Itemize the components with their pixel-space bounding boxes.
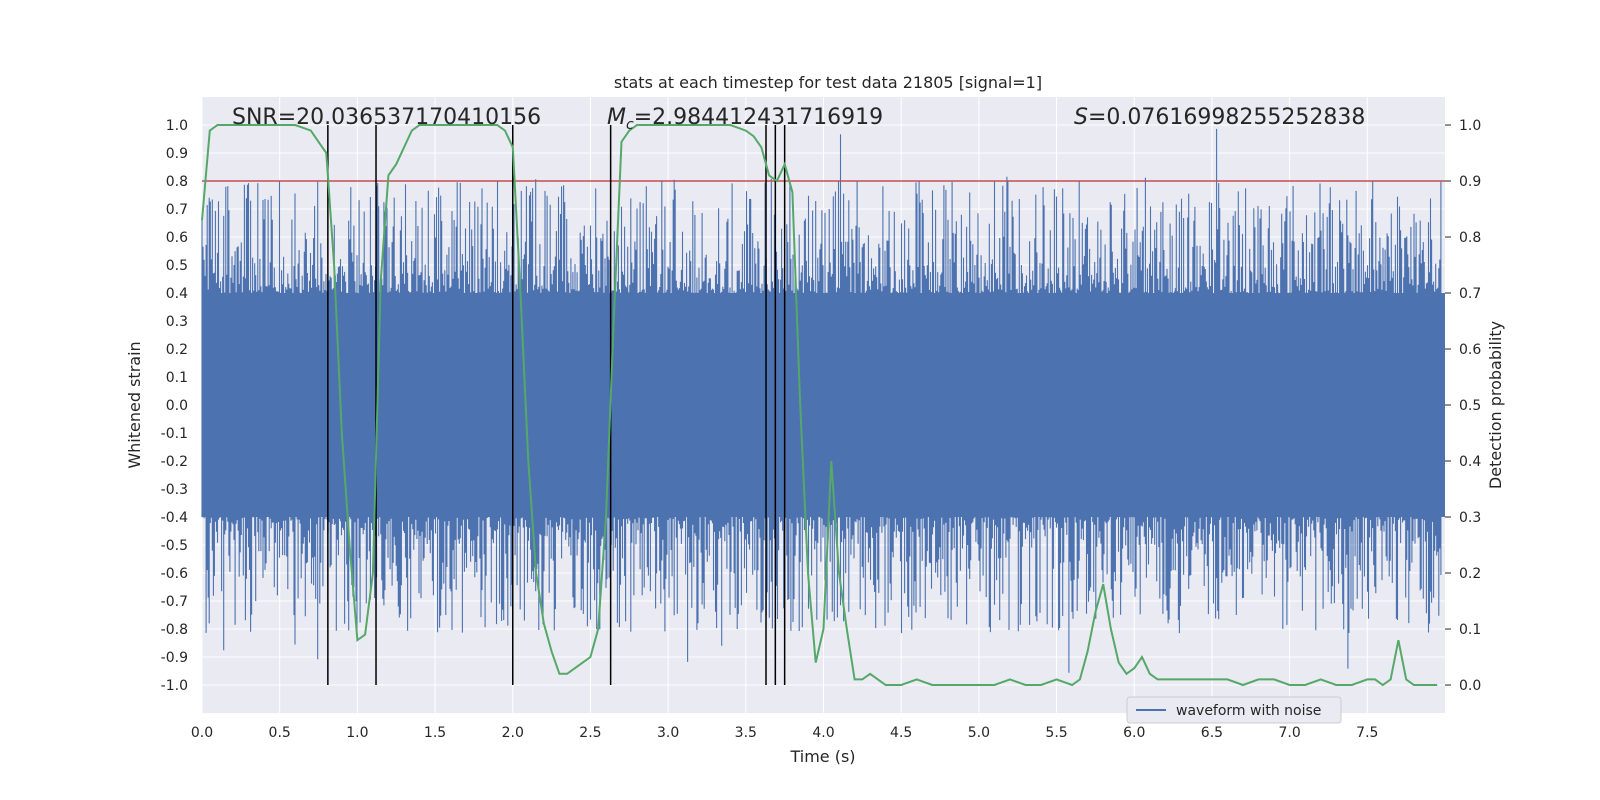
- y-tick-label: -0.7: [161, 594, 188, 610]
- x-tick-label: 5.5: [1045, 725, 1067, 741]
- y-tick-label: -0.9: [161, 650, 188, 666]
- y-tick-label: 0.4: [166, 286, 188, 302]
- y-tick-label: -1.0: [161, 678, 188, 694]
- y-tick-label: 0.6: [166, 230, 188, 246]
- x-tick-label: 1.5: [424, 725, 446, 741]
- snr-annotation: SNR=20.036537170410156: [232, 105, 541, 130]
- probability-line: [201, 124, 1438, 687]
- y-tick-label: 0.2: [166, 342, 188, 358]
- x-tick-label: 2.5: [579, 725, 601, 741]
- chirp-mass-value: =2.984412431716919: [634, 105, 883, 130]
- y-tick-label: -0.3: [161, 482, 188, 498]
- y-tick-label: -0.8: [161, 622, 188, 638]
- x-tick-label: 5.0: [968, 725, 990, 741]
- y-tick-label: 0.1: [166, 370, 188, 386]
- chirp-mass-annotation: Mc=2.984412431716919: [607, 105, 883, 133]
- y2-axis-ticks: 1.0 0.9 0.8 0.7 0.6 0.5 0.4 0.3 0.2 0.1 0.0: [1445, 118, 1481, 694]
- legend-box: [1126, 696, 1342, 724]
- y-tick-label: 0.7: [166, 202, 188, 218]
- legend-entry-waveform: waveform with noise: [1176, 703, 1321, 719]
- y-tick-label: 0.0: [166, 398, 188, 414]
- y2-tick-label: 0.6: [1459, 342, 1481, 358]
- x-axis-ticks: 0.0 0.5 1.0 1.5 2.0 2.5 3.0 3.5 4.0 4.5 5.0 5.5 6.0 6…: [191, 725, 1379, 741]
- x-tick-label: 3.5: [735, 725, 757, 741]
- y-tick-label: 1.0: [166, 118, 188, 134]
- x-tick-label: 0.0: [191, 725, 213, 741]
- y2-tick-label: 0.4: [1459, 454, 1481, 470]
- y-tick-label: -0.2: [161, 454, 188, 470]
- x-tick-label: 6.0: [1123, 725, 1145, 741]
- y-axis-ticks: 1.0 0.9 0.8 0.7 0.6 0.5 0.4 0.3 0.2 0.1 0.0 -0.1 -0.…: [161, 118, 188, 694]
- y2-axis-label: Detection probability: [1486, 321, 1505, 489]
- s-value: =0.07616998255252838: [1088, 105, 1365, 130]
- y2-tick-label: 0.7: [1459, 286, 1481, 302]
- x-tick-label: 4.0: [812, 725, 834, 741]
- y-tick-label: -0.4: [161, 510, 188, 526]
- x-tick-label: 4.5: [890, 725, 912, 741]
- s-symbol: S: [1074, 105, 1088, 130]
- y-tick-label: -0.1: [161, 426, 188, 442]
- chirp-mass-subscript: c: [626, 117, 634, 133]
- y2-tick-label: 0.2: [1459, 566, 1481, 582]
- y-tick-label: -0.5: [161, 538, 188, 554]
- x-axis-label: Time (s): [789, 747, 855, 766]
- x-tick-label: 1.0: [346, 725, 368, 741]
- x-tick-label: 0.5: [269, 725, 291, 741]
- legend: waveform with noise: [1126, 696, 1342, 724]
- s-annotation: S=0.07616998255252838: [1074, 105, 1365, 130]
- x-tick-label: 6.5: [1201, 725, 1223, 741]
- y2-tick-label: 0.1: [1459, 622, 1481, 638]
- y2-tick-label: 0.5: [1459, 398, 1481, 414]
- y2-tick-label: 0.9: [1459, 174, 1481, 190]
- y2-tick-label: 0.8: [1459, 230, 1481, 246]
- y-tick-label: 0.8: [166, 174, 188, 190]
- probability-series: [201, 124, 1438, 687]
- x-tick-label: 3.0: [657, 725, 679, 741]
- chirp-mass-symbol: M: [607, 105, 626, 130]
- y2-tick-label: 1.0: [1459, 118, 1481, 134]
- chart-title: stats at each timestep for test data 218…: [614, 73, 1042, 92]
- y-axis-label: Whitened strain: [125, 341, 144, 468]
- x-tick-label: 7.5: [1356, 725, 1378, 741]
- y-tick-label: 0.9: [166, 146, 188, 162]
- y-tick-label: -0.6: [161, 566, 188, 582]
- y-tick-label: 0.3: [166, 314, 188, 330]
- y2-tick-label: 0.0: [1459, 678, 1481, 694]
- x-tick-label: 2.0: [502, 725, 524, 741]
- x-tick-label: 7.0: [1278, 725, 1300, 741]
- waveform-series: [201, 128, 1445, 673]
- y-tick-label: 0.5: [166, 258, 188, 274]
- y2-tick-label: 0.3: [1459, 510, 1481, 526]
